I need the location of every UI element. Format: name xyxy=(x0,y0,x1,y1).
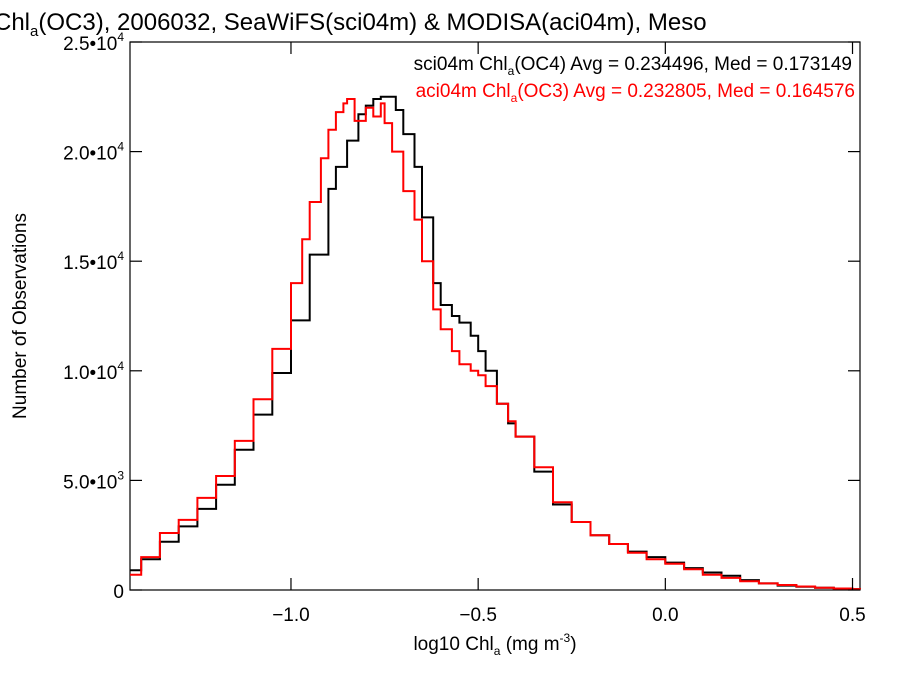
legend-sci04m-subscript: a xyxy=(508,64,515,78)
chart-title-part: Chl xyxy=(0,9,30,36)
y-tick-label-mantissa: 1.0•10 xyxy=(63,363,117,384)
plot-frame xyxy=(129,41,861,591)
y-tick-label-exponent: 4 xyxy=(117,140,124,154)
legend-sci04m-part: sci04m Chl xyxy=(414,54,508,75)
y-tick-label: 1.5•104 xyxy=(63,249,124,274)
legend-sci04m-rest: (OC4) Avg = 0.234496, Med = 0.173149 xyxy=(514,54,852,75)
x-axis-label-subscript: a xyxy=(494,644,501,658)
y-tick-label: 1.0•104 xyxy=(63,359,124,384)
chart-title-subscript: a xyxy=(30,23,39,40)
chart-title: Chla(OC3), 2006032, SeaWiFS(sci04m) & MO… xyxy=(0,9,707,40)
x-axis-label-part: log10 Chl xyxy=(413,634,493,655)
x-tick-label: 0.5 xyxy=(839,605,865,626)
x-tick-label: 0.0 xyxy=(652,605,678,626)
y-tick-label: 5.0•103 xyxy=(63,468,124,493)
y-tick-label-mantissa: 5.0•10 xyxy=(63,472,117,493)
y-tick-label-mantissa: 2.0•10 xyxy=(63,144,117,165)
chart-title-rest: (OC3), 2006032, SeaWiFS(sci04m) & MODISA… xyxy=(38,9,706,36)
x-axis-label-middle: (mg m xyxy=(500,634,559,655)
x-tick-label: −0.5 xyxy=(459,605,497,626)
y-tick-label-exponent: 4 xyxy=(117,249,124,263)
x-axis-label-end: ) xyxy=(570,634,576,655)
legend-entry-sci04m: sci04m Chla(OC4) Avg = 0.234496, Med = 0… xyxy=(414,54,852,78)
y-tick-label: 2.0•104 xyxy=(63,140,124,165)
tick-layer: −1.0 −0.5 0.0 0.505.0•1031.0•1041.5•1042.0•… xyxy=(63,30,866,626)
series-line-1 xyxy=(130,98,861,591)
legend-entry-aci04m: aci04m Chla(OC3) Avg = 0.232805, Med = 0… xyxy=(416,81,855,105)
y-tick-label-exponent: 4 xyxy=(117,30,124,44)
y-tick-label: 2.5•104 xyxy=(63,30,124,55)
y-tick-label-mantissa: 0 xyxy=(113,582,124,603)
y-tick-label-mantissa: 2.5•10 xyxy=(63,34,117,55)
y-tick-label-mantissa: 1.5•10 xyxy=(63,253,117,274)
y-tick-label-exponent: 3 xyxy=(117,468,124,482)
series-layer xyxy=(130,95,861,591)
x-tick-label: −1.0 xyxy=(272,605,310,626)
x-axis-label: log10 Chla (mg m-3) xyxy=(413,631,576,658)
y-tick-label: 0 xyxy=(113,582,124,603)
y-tick-label-exponent: 4 xyxy=(117,359,124,373)
series-line-0 xyxy=(130,95,861,591)
legend-aci04m-part: aci04m Chl xyxy=(416,81,511,102)
x-axis-label-superscript: -3 xyxy=(560,631,571,645)
legend-aci04m-rest: (OC3) Avg = 0.232805, Med = 0.164576 xyxy=(517,81,855,102)
legend-aci04m-subscript: a xyxy=(511,91,518,105)
y-axis-label: Number of Observations xyxy=(10,213,31,419)
